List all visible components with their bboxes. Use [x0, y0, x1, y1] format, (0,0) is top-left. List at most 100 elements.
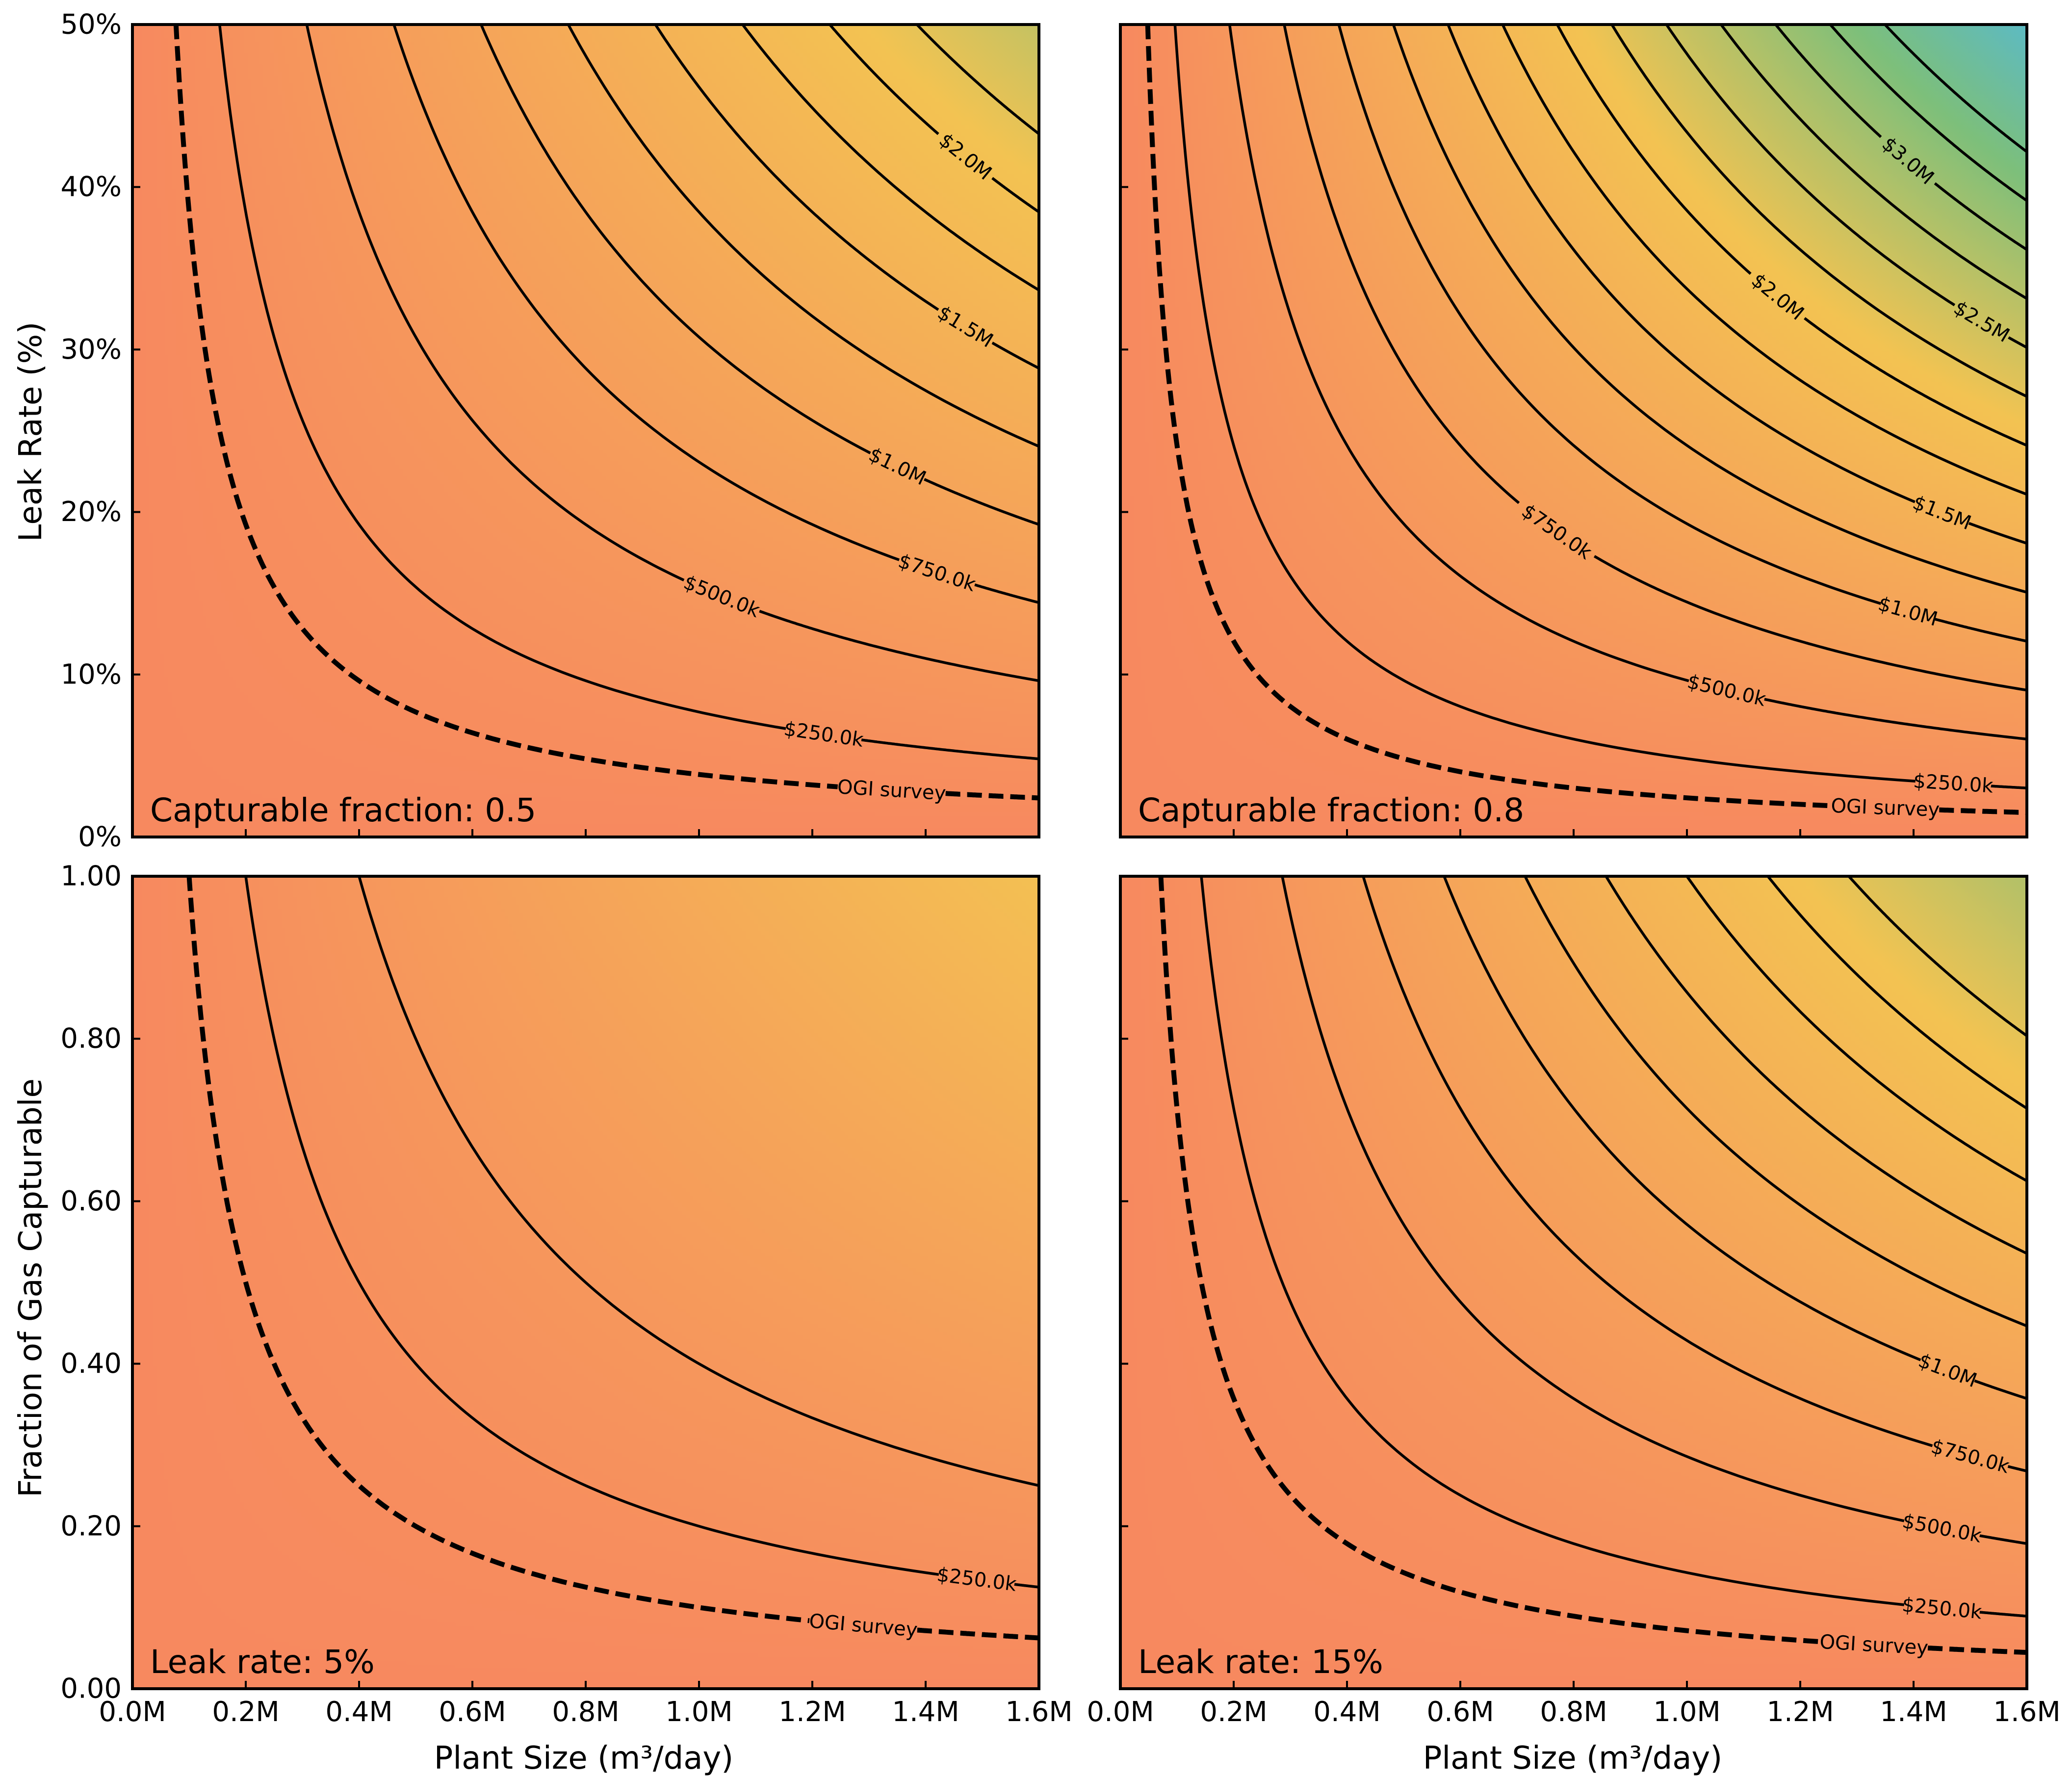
contour-line [1283, 25, 1520, 504]
heatmap-background [132, 25, 1039, 837]
contour-line [1968, 522, 2027, 545]
y-tick-label: 0.20 [60, 1510, 122, 1542]
x-tick-label: 1.0M [1653, 1696, 1720, 1728]
contour-line [974, 583, 1039, 604]
y-axis-title-top: Leak Rate (%) [13, 322, 49, 542]
x-tick-label: 0.2M [1200, 1696, 1267, 1728]
contour-line [1281, 876, 1905, 1522]
ogi-survey-line [1927, 1646, 2027, 1655]
panel-annotation: Leak rate: 5% [150, 1643, 375, 1681]
y-tick-label: 1.00 [60, 861, 122, 892]
panel-top-left: $250.0k$500.0k $750.0k$1.0M$1.5M$2.0MOGI … [61, 9, 1040, 853]
x-tick-label: 1.2M [778, 1696, 846, 1728]
contour-line [2007, 1465, 2027, 1473]
x-tick-label: 1.6M [1005, 1696, 1072, 1728]
contour-line [1934, 182, 2027, 251]
x-tick-label: 0.2M [212, 1696, 279, 1728]
x-tick-label: 1.0M [665, 1696, 732, 1728]
contour-line [1974, 1379, 2027, 1400]
contour-line [759, 610, 1039, 682]
contour-line [1014, 1583, 1039, 1589]
x-tick-label: 1.6M [1993, 1696, 2060, 1728]
y-axis-title-bottom: Fraction of Gas Capturable [13, 1078, 49, 1497]
contour-line [1447, 25, 1916, 503]
y-tick-label: 50% [61, 9, 122, 41]
y-tick-label: 30% [61, 334, 122, 366]
contour-line [218, 25, 786, 730]
contour-line [1501, 25, 2027, 496]
contour-line [1720, 25, 2027, 300]
contour-line [567, 25, 1039, 448]
ogi-survey-line [173, 25, 838, 789]
contour-line [1685, 876, 2027, 1182]
contour-line [2008, 336, 2027, 349]
contour-line [1764, 698, 2027, 741]
contour-line [1804, 317, 2027, 447]
contour-line [1665, 25, 1956, 307]
x-tick-label: 0.8M [552, 1696, 619, 1728]
x-tick-label: 0.0M [99, 1696, 166, 1728]
ogi-survey-line [917, 1627, 1039, 1641]
contour-line [1979, 1611, 2027, 1618]
y-tick-label: 0.40 [60, 1348, 122, 1380]
ogi-survey-line [945, 791, 1039, 801]
panel-annotation: Capturable fraction: 0.8 [1138, 791, 1524, 829]
contour-line-label: $250.0k [1913, 770, 1994, 797]
contour-line [1829, 25, 2027, 202]
contour-line [1228, 25, 1689, 682]
contour-line [305, 25, 685, 581]
x-tick-label: 0.6M [439, 1696, 506, 1728]
ogi-survey-line-label: OGI survey [1831, 795, 1940, 821]
contour-line [1524, 876, 2027, 1328]
x-axis-title-right: Plant Size (m³/day) [1423, 1740, 1723, 1777]
contour-line [916, 25, 1039, 135]
ogi-survey-line [1939, 807, 2027, 815]
panel-annotation: Leak rate: 15% [1138, 1643, 1383, 1681]
contour-line [1979, 1534, 2027, 1545]
contour-line [1991, 784, 2027, 789]
x-tick-label: 0.4M [325, 1696, 392, 1728]
x-tick-label: 1.4M [1880, 1696, 1947, 1728]
contour-line [1884, 25, 2027, 153]
contour-line [1847, 876, 2027, 1037]
y-tick-label: 0% [78, 821, 122, 853]
heatmap-background [1120, 876, 2027, 1689]
contour-line [654, 25, 939, 311]
contour-line [244, 876, 939, 1576]
contour-line [1337, 25, 1882, 605]
x-tick-label: 1.2M [1766, 1696, 1834, 1728]
contour-line [480, 25, 871, 454]
contour-line [991, 177, 1039, 213]
x-axis-title-left: Plant Size (m³/day) [434, 1740, 734, 1777]
ogi-survey-line [186, 876, 810, 1623]
contour-line [1392, 25, 2027, 594]
x-tick-label: 0.0M [1087, 1696, 1154, 1728]
contour-line [1362, 876, 1933, 1447]
contour-line [1610, 25, 2027, 398]
y-tick-label: 0.80 [60, 1023, 122, 1055]
heatmap-background [1120, 25, 2027, 837]
x-tick-label: 0.8M [1540, 1696, 1607, 1728]
ogi-survey-line [1158, 876, 1820, 1645]
contour-line [1173, 25, 1916, 783]
contour-line [1934, 618, 2027, 643]
x-tick-label: 0.4M [1313, 1696, 1380, 1728]
contour-line [1200, 876, 1905, 1606]
contour-line [924, 478, 1039, 526]
y-tick-label: 10% [61, 658, 122, 690]
contour-line [1766, 876, 2027, 1110]
y-tick-label: 40% [61, 171, 122, 203]
contour-line [741, 25, 1039, 291]
ogi-survey-line [1145, 25, 1832, 809]
contour-line [1556, 25, 1752, 275]
y-tick-label: 0.60 [60, 1185, 122, 1217]
contour-line [392, 25, 900, 561]
contour-line [861, 738, 1039, 760]
x-tick-label: 1.4M [892, 1696, 959, 1728]
contour-line [358, 876, 1039, 1487]
y-tick-label: 0.00 [60, 1673, 122, 1705]
panel-top-right: $250.0k$500.0k$750.0k$1.0M$1.5M$2.0M $2.5… [1119, 23, 2028, 838]
panel-annotation: Capturable fraction: 0.5 [150, 791, 536, 829]
